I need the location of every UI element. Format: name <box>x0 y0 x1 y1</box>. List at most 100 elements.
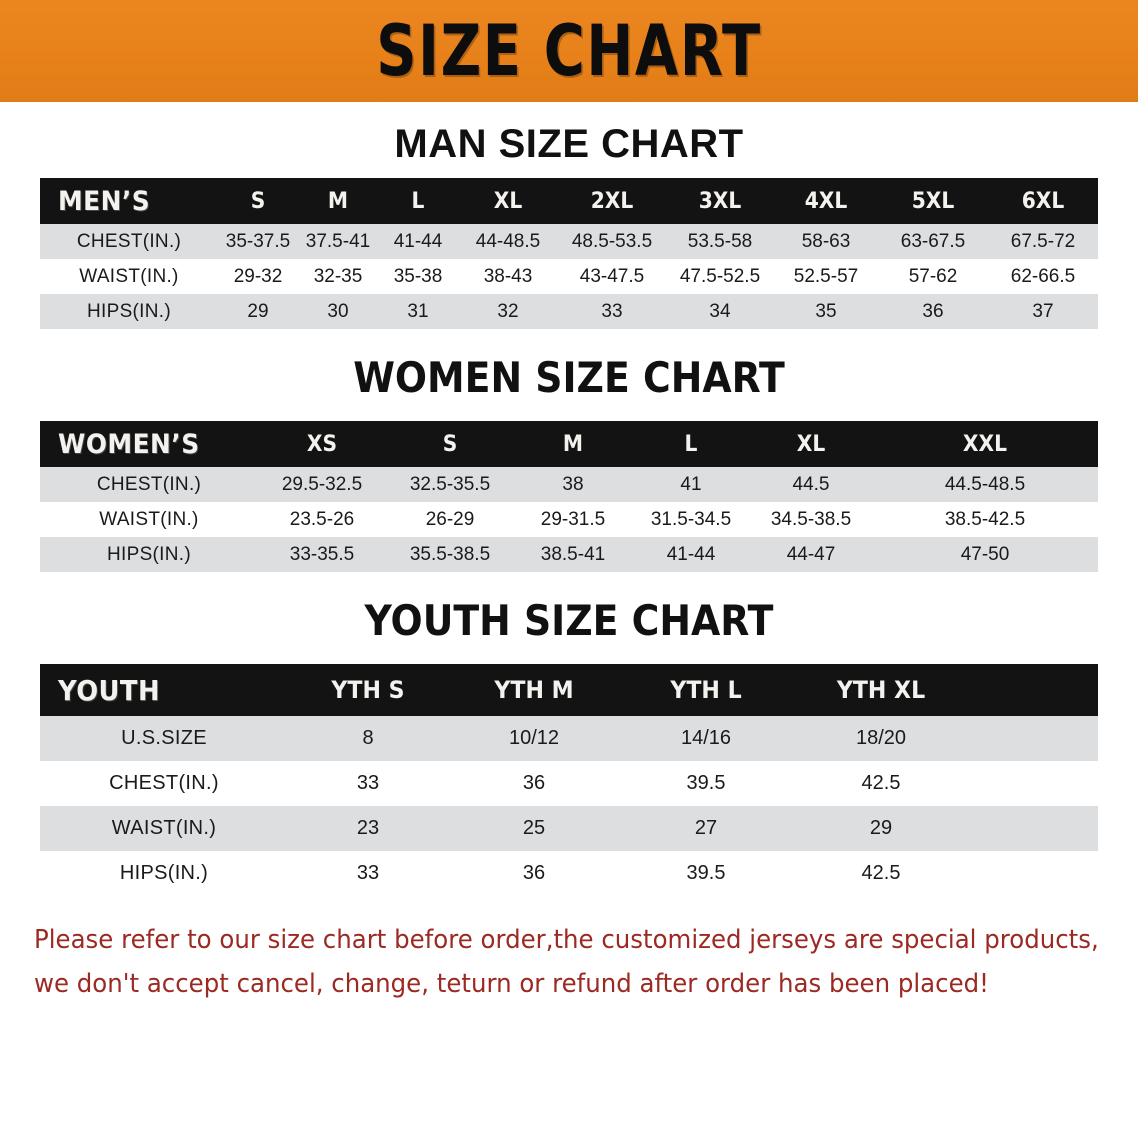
women-row-label-hips: HIPS(IN.) <box>107 543 191 565</box>
women-hips-xxl: 47-50 <box>960 543 1010 565</box>
women-chest-s: 32.5-35.5 <box>409 473 491 495</box>
women-row-label-chest: CHEST(IN.) <box>96 473 202 495</box>
table-row: WAIST(IN.) 23.5-26 26-29 29-31.5 31.5-34… <box>40 502 1098 537</box>
table-row: CHEST(IN.) 29.5-32.5 32.5-35.5 38 41 44.… <box>40 467 1098 502</box>
man-chest-s: 35-37.5 <box>225 230 291 252</box>
youth-chest-yth-m: 36 <box>522 772 546 794</box>
youth-row-label-chest: CHEST(IN.) <box>109 772 219 794</box>
women-hips-l: 41-44 <box>666 543 716 565</box>
man-waist-2xl: 43-47.5 <box>579 265 645 287</box>
man-chest-xl: 44-48.5 <box>475 230 541 252</box>
man-size-table: MEN’S S M L XL 2XL 3XL 4XL 5XL 6XL CHEST… <box>40 178 1098 329</box>
youth-chest-empty-1 <box>970 761 1034 806</box>
women-hips-m: 38.5-41 <box>540 543 606 565</box>
man-header-cell-label: MEN’S <box>58 185 151 217</box>
youth-hips-yth-l: 39.5 <box>686 862 726 884</box>
man-row-label-hips: HIPS(IN.) <box>87 300 171 322</box>
youth-waist-empty-2 <box>1034 806 1098 851</box>
table-row: CHEST(IN.) 35-37.5 37.5-41 41-44 44-48.5… <box>40 224 1098 259</box>
man-hips-3xl: 34 <box>709 300 731 322</box>
youth-chest-yth-l: 39.5 <box>686 772 726 794</box>
women-header-cell-m: M <box>562 431 584 457</box>
youth-chest-yth-xl: 42.5 <box>861 772 901 794</box>
youth-header-cell-label: YOUTH <box>58 673 160 707</box>
man-chest-3xl: 53.5-58 <box>687 230 753 252</box>
man-header-cell-2xl: 2XL <box>590 188 634 214</box>
youth-row-label-ussize: U.S.SIZE <box>121 727 207 749</box>
table-row: HIPS(IN.) 33 36 39.5 42.5 <box>40 851 1098 896</box>
page-banner: SIZE CHART <box>0 0 1138 102</box>
man-chest-4xl: 58-63 <box>801 230 851 252</box>
man-hips-6xl: 37 <box>1032 300 1054 322</box>
women-hips-xs: 33-35.5 <box>289 543 355 565</box>
youth-hips-yth-xl: 42.5 <box>861 862 901 884</box>
women-header-cell-xs: XS <box>306 431 338 457</box>
man-waist-4xl: 52.5-57 <box>793 265 859 287</box>
man-waist-m: 32-35 <box>313 265 363 287</box>
man-waist-5xl: 57-62 <box>908 265 958 287</box>
man-hips-xl: 32 <box>497 300 519 322</box>
man-chest-2xl: 48.5-53.5 <box>571 230 653 252</box>
man-row-label-chest: CHEST(IN.) <box>76 230 182 252</box>
women-header-cell-xxl: XXL <box>962 431 1008 457</box>
women-waist-s: 26-29 <box>425 508 475 530</box>
youth-hips-empty-2 <box>1034 851 1098 896</box>
youth-waist-yth-l: 27 <box>694 817 718 839</box>
man-waist-6xl: 62-66.5 <box>1010 265 1076 287</box>
women-waist-m: 29-31.5 <box>540 508 606 530</box>
disclaimer-note: Please refer to our size chart before or… <box>34 918 1099 1006</box>
man-section-title: MAN SIZE CHART <box>394 122 744 166</box>
youth-header-cell-yth-xl: YTH XL <box>836 676 926 704</box>
women-chest-xs: 29.5-32.5 <box>281 473 363 495</box>
women-size-table-wrap: WOMEN’S XS S M L XL XXL CHEST(IN.) 29.5-… <box>40 421 1098 572</box>
women-hips-xl: 44-47 <box>786 543 836 565</box>
youth-header-cell-yth-m: YTH M <box>494 676 574 704</box>
youth-header-cell-empty-1 <box>973 664 1032 716</box>
youth-ussize-yth-l: 14/16 <box>680 727 732 749</box>
man-hips-5xl: 36 <box>922 300 944 322</box>
table-row: WAIST(IN.) 29-32 32-35 35-38 38-43 43-47… <box>40 259 1098 294</box>
women-section-title: WOMEN SIZE CHART <box>353 353 785 402</box>
man-header-cell-xl: XL <box>493 188 523 214</box>
women-header-cell-l: L <box>684 431 698 457</box>
table-row: U.S.SIZE 8 10/12 14/16 18/20 <box>40 716 1098 761</box>
man-header-cell-s: S <box>250 188 266 214</box>
youth-ussize-yth-xl: 18/20 <box>855 727 907 749</box>
man-hips-4xl: 35 <box>815 300 837 322</box>
youth-row-label-waist: WAIST(IN.) <box>111 817 217 839</box>
man-waist-xl: 38-43 <box>483 265 533 287</box>
women-waist-xxl: 38.5-42.5 <box>944 508 1026 530</box>
women-header-cell-label: WOMEN’S <box>58 428 200 460</box>
youth-chest-yth-s: 33 <box>356 772 380 794</box>
youth-hips-yth-m: 36 <box>522 862 546 884</box>
man-chest-m: 37.5-41 <box>305 230 371 252</box>
youth-ussize-yth-s: 8 <box>362 727 374 749</box>
youth-ussize-yth-m: 10/12 <box>508 727 560 749</box>
women-size-table: WOMEN’S XS S M L XL XXL CHEST(IN.) 29.5-… <box>40 421 1098 572</box>
youth-size-table-wrap: YOUTH YTH S YTH M YTH L YTH XL U.S.SIZE … <box>40 664 1098 896</box>
youth-header-cell-yth-s: YTH S <box>331 676 405 704</box>
youth-waist-yth-s: 23 <box>356 817 380 839</box>
women-table-header-row: WOMEN’S XS S M L XL XXL <box>40 421 1098 467</box>
man-hips-2xl: 33 <box>601 300 623 322</box>
youth-header-cell-yth-l: YTH L <box>670 676 742 704</box>
youth-size-table: YOUTH YTH S YTH M YTH L YTH XL U.S.SIZE … <box>40 664 1098 896</box>
table-row: WAIST(IN.) 23 25 27 29 <box>40 806 1098 851</box>
women-chest-m: 38 <box>562 473 584 495</box>
women-hips-s: 35.5-38.5 <box>409 543 491 565</box>
youth-section-title: YOUTH SIZE CHART <box>364 596 774 645</box>
youth-hips-yth-s: 33 <box>356 862 380 884</box>
man-header-cell-6xl: 6XL <box>1021 188 1065 214</box>
man-chest-l: 41-44 <box>393 230 443 252</box>
women-waist-l: 31.5-34.5 <box>650 508 732 530</box>
page-title: SIZE CHART <box>376 10 762 92</box>
youth-ussize-empty-1 <box>970 716 1034 761</box>
women-header-cell-xl: XL <box>796 431 826 457</box>
man-hips-m: 30 <box>327 300 349 322</box>
youth-table-header-row: YOUTH YTH S YTH M YTH L YTH XL <box>40 664 1098 716</box>
man-table-header-row: MEN’S S M L XL 2XL 3XL 4XL 5XL 6XL <box>40 178 1098 224</box>
man-header-cell-3xl: 3XL <box>698 188 742 214</box>
youth-ussize-empty-2 <box>1034 716 1098 761</box>
youth-waist-yth-xl: 29 <box>869 817 893 839</box>
youth-hips-empty-1 <box>970 851 1034 896</box>
